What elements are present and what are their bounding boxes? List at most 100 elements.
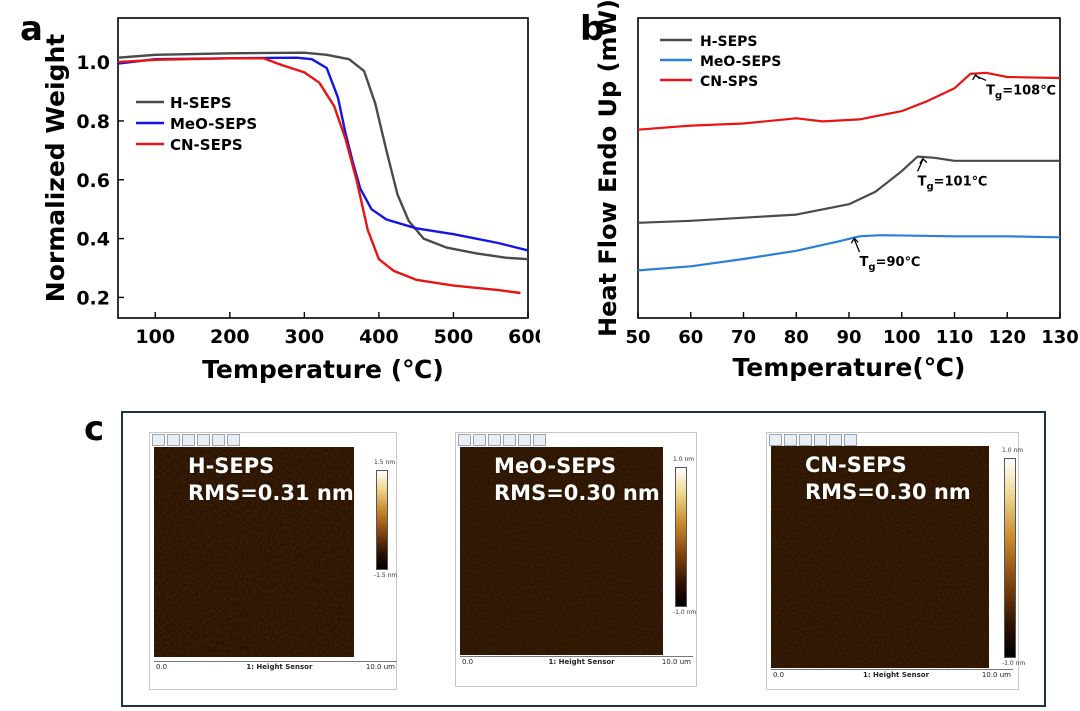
tga-chart: 100 200 300 400 500 600 0.2 0.4 0.6 0.8 1.0 Tempera… xyxy=(41,17,540,384)
pencil-icon[interactable] xyxy=(769,434,782,446)
y-tick-label: 0.2 xyxy=(76,287,110,309)
legend-label: H-SEPS xyxy=(170,94,232,112)
legend-label: CN-SPS xyxy=(700,74,758,90)
axis-title: 1: Height Sensor xyxy=(862,671,930,679)
afm-rms-value: RMS=0.30 nm xyxy=(494,481,660,505)
series-line-h-seps xyxy=(117,51,529,261)
color-scale-min: -1.0 nm xyxy=(673,609,697,616)
tg-annotation: Tg=101℃ xyxy=(918,174,988,192)
x-tick-label: 70 xyxy=(731,327,756,348)
y-tick-label: 0.4 xyxy=(76,229,110,251)
panel-label-b: b xyxy=(580,9,605,49)
zoom-out-icon[interactable] xyxy=(518,434,531,446)
afm-frame xyxy=(121,411,1046,707)
panel-label-a: a xyxy=(20,9,43,49)
afm-x-axis: 0.0 1: Height Sensor 10.0 um xyxy=(154,661,397,674)
panel-label-c: c xyxy=(84,409,105,449)
plot-frame xyxy=(117,17,529,319)
tool-icon[interactable] xyxy=(844,434,857,446)
zoom-in-icon[interactable] xyxy=(814,434,827,446)
afm-color-scale-bar xyxy=(1004,458,1016,658)
afm-sample-label: H-SEPS RMS=0.31 nm xyxy=(188,453,354,507)
zoom-icon[interactable] xyxy=(182,434,195,446)
axis-end: 10.0 um xyxy=(981,671,1011,679)
x-tick-label: 600 xyxy=(508,326,540,348)
x-tick-label: 110 xyxy=(936,327,974,348)
annotation-arrowhead xyxy=(850,237,859,244)
x-tick-label: 500 xyxy=(434,326,474,348)
x-tick-label: 400 xyxy=(359,326,399,348)
tool-icon[interactable] xyxy=(533,434,546,446)
x-tick-label: 200 xyxy=(210,326,250,348)
tg-annotation: Tg=90℃ xyxy=(860,255,921,273)
color-scale-min: -1.0 nm xyxy=(1002,660,1026,667)
tool-icon[interactable] xyxy=(227,434,240,446)
series-line-meo-seps xyxy=(637,234,1061,272)
afm-sample-name: MeO-SEPS xyxy=(494,454,617,478)
hand-icon[interactable] xyxy=(473,434,486,446)
x-tick-label: 300 xyxy=(285,326,325,348)
annotation-arrow xyxy=(916,159,924,172)
series-line-cn-seps xyxy=(117,57,521,295)
x-tick-label: 50 xyxy=(625,327,650,348)
afm-sample-name: CN-SEPS xyxy=(805,453,907,477)
afm-x-axis: 0.0 1: Height Sensor 10.0 um xyxy=(460,656,693,669)
legend-label: MeO-SEPS xyxy=(700,54,781,70)
annotation-arrowhead xyxy=(972,73,981,81)
zoom-icon[interactable] xyxy=(799,434,812,446)
annotation-arrowhead xyxy=(919,157,928,164)
y-axis-label: Heat Flow Endo Up (mW) xyxy=(594,0,622,337)
afm-rms-value: RMS=0.30 nm xyxy=(805,480,971,504)
hand-icon[interactable] xyxy=(784,434,797,446)
zoom-out-icon[interactable] xyxy=(212,434,225,446)
x-tick-label: 130 xyxy=(1041,327,1079,348)
x-axis-label: Temperature(℃) xyxy=(733,353,966,382)
axis-start: 0.0 xyxy=(156,663,168,671)
axis-end: 10.0 um xyxy=(661,658,691,666)
afm-rms-value: RMS=0.31 nm xyxy=(188,481,354,505)
x-tick-label: 100 xyxy=(883,327,921,348)
y-tick-label: 0.8 xyxy=(76,111,110,133)
hand-icon[interactable] xyxy=(167,434,180,446)
zoom-out-icon[interactable] xyxy=(829,434,842,446)
afm-sample-label: MeO-SEPS RMS=0.30 nm xyxy=(494,453,660,507)
afm-height-image xyxy=(771,446,989,668)
tg-annotation: Tg=108℃ xyxy=(986,83,1056,101)
x-tick-label: 120 xyxy=(988,327,1026,348)
axis-start: 0.0 xyxy=(773,671,785,679)
axis-start: 0.0 xyxy=(462,658,474,666)
color-scale-max: 1.0 nm xyxy=(673,456,695,463)
pencil-icon[interactable] xyxy=(152,434,165,446)
color-scale-max: 1.5 nm xyxy=(374,459,396,466)
axis-end: 10.0 um xyxy=(365,663,395,671)
legend-label: MeO-SEPS xyxy=(170,115,257,133)
afm-color-scale-bar xyxy=(376,470,388,570)
afm-sample-label: CN-SEPS RMS=0.30 nm xyxy=(805,452,971,506)
y-tick-label: 1.0 xyxy=(76,52,110,74)
afm-toolbar xyxy=(769,434,857,448)
zoom-in-icon[interactable] xyxy=(197,434,210,446)
y-tick-label: 0.6 xyxy=(76,170,110,192)
y-axis-label: Normalized Weight xyxy=(41,34,70,302)
legend-label: H-SEPS xyxy=(700,34,758,50)
annotation-arrow xyxy=(853,239,861,253)
x-tick-label: 100 xyxy=(135,326,175,348)
zoom-icon[interactable] xyxy=(488,434,501,446)
x-tick-label: 60 xyxy=(678,327,703,348)
color-scale-max: 1.0 nm xyxy=(1002,447,1024,454)
legend-label: CN-SEPS xyxy=(170,136,243,154)
x-axis-label: Temperature (℃) xyxy=(202,355,444,384)
afm-height-image xyxy=(460,447,663,655)
afm-color-scale-bar xyxy=(675,467,687,607)
series-line-h-seps xyxy=(637,155,1060,224)
axis-title: 1: Height Sensor xyxy=(548,658,615,666)
afm-height-image xyxy=(154,447,354,657)
afm-sample-name: H-SEPS xyxy=(188,454,275,478)
pencil-icon[interactable] xyxy=(458,434,471,446)
zoom-in-icon[interactable] xyxy=(503,434,516,446)
x-tick-label: 80 xyxy=(784,327,809,348)
axis-title: 1: Height Sensor xyxy=(246,663,313,671)
dsc-chart: 50 60 70 80 90 100 110 120 130 Temperature(℃) Heat… xyxy=(594,0,1079,382)
afm-toolbar xyxy=(458,434,546,448)
afm-toolbar xyxy=(152,434,240,448)
